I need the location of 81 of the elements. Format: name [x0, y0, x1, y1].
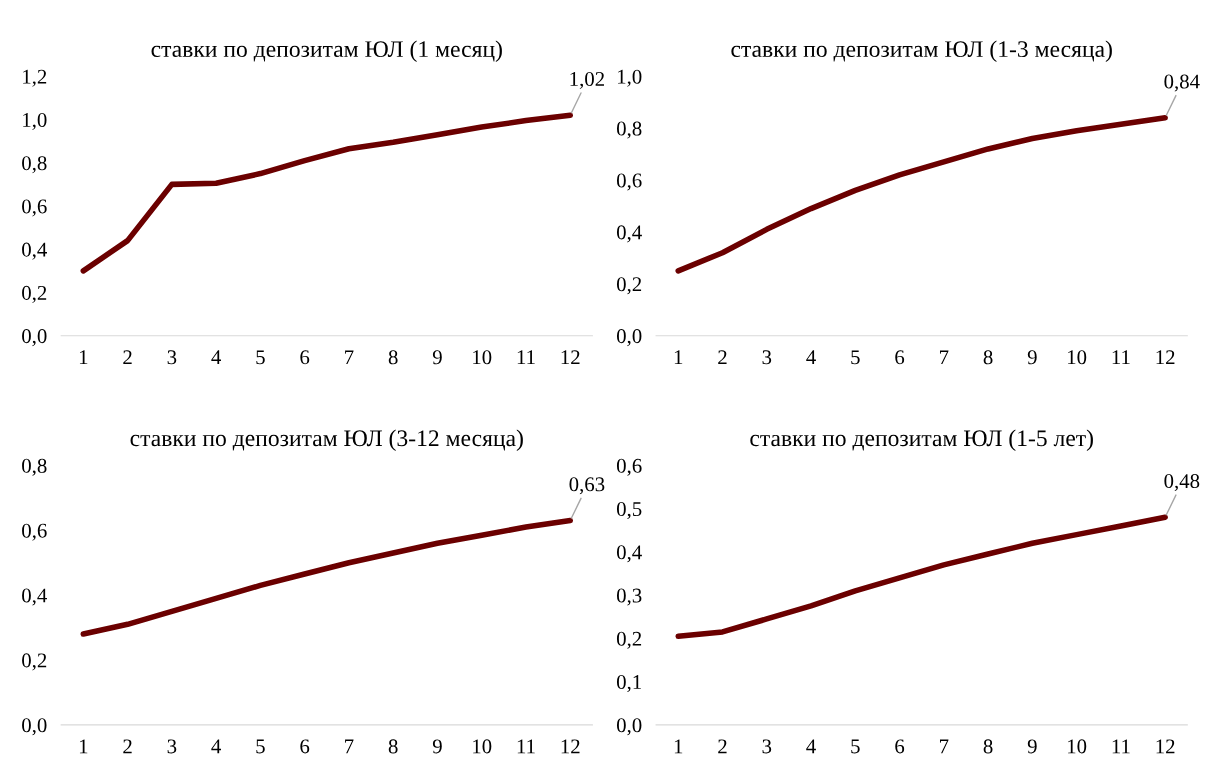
x-tick-label: 4 — [211, 350, 222, 365]
x-tick-label: 6 — [895, 739, 905, 754]
x-tick-label: 1 — [79, 350, 88, 365]
y-tick-label: 0,2 — [616, 277, 642, 295]
y-tick-label: 0,8 — [616, 121, 642, 139]
x-tick-label: 11 — [517, 350, 535, 365]
y-tick-label: 0,5 — [616, 502, 642, 520]
x-tick-label: 7 — [939, 739, 949, 754]
x-tick-label: 1 — [674, 739, 683, 754]
y-tick-label: 0,8 — [22, 458, 47, 476]
x-tick-label: 12 — [561, 350, 580, 365]
y-tick-label: 0,2 — [616, 631, 642, 649]
y-tick-label: 0,6 — [616, 173, 642, 191]
y-tick-label: 1,0 — [618, 69, 642, 87]
x-tick-label: 4 — [806, 350, 816, 365]
x-tick-label: 12 — [1156, 350, 1175, 365]
x-tick-label: 6 — [895, 350, 905, 365]
x-tick-label: 10 — [1068, 350, 1087, 365]
x-tick-label: 10 — [473, 739, 492, 754]
chart-title: ставки по депозитам ЮЛ (1-5 лет) — [750, 429, 1093, 452]
y-tick-label: 0,0 — [616, 329, 642, 347]
y-tick-label: 0,8 — [22, 156, 47, 174]
x-tick-label: 4 — [806, 739, 816, 754]
x-tick-label: 7 — [345, 739, 354, 754]
x-tick-label: 12 — [561, 739, 580, 754]
y-tick-label: 1,0 — [23, 112, 47, 130]
x-tick-label: 1 — [79, 739, 88, 754]
x-tick-label: 3 — [167, 350, 177, 365]
chart-title: ставки по депозитам ЮЛ (3-12 месяца) — [130, 429, 523, 452]
x-tick-label: 8 — [983, 350, 993, 365]
y-tick-label: 0,0 — [22, 329, 47, 347]
y-tick-label: 0,4 — [22, 242, 47, 260]
y-tick-label: 0,0 — [22, 718, 47, 736]
x-tick-label: 11 — [1112, 350, 1130, 365]
x-tick-label: 1 — [674, 350, 683, 365]
x-tick-label: 9 — [1027, 350, 1037, 365]
x-tick-label: 9 — [432, 739, 442, 754]
x-tick-label: 9 — [432, 350, 442, 365]
y-tick-label: 0,1 — [616, 674, 641, 693]
x-tick-label: 6 — [300, 350, 310, 365]
y-tick-label: 0,0 — [616, 718, 642, 736]
x-tick-label: 8 — [983, 739, 993, 754]
x-tick-label: 8 — [388, 739, 398, 754]
y-tick-label: 0,6 — [22, 523, 47, 541]
x-tick-label: 10 — [1068, 739, 1087, 754]
x-tick-label: 2 — [123, 350, 132, 365]
x-tick-label: 8 — [388, 350, 398, 365]
y-tick-label: 0,4 — [616, 225, 642, 243]
x-tick-label: 4 — [211, 739, 222, 754]
y-tick-label: 0,4 — [616, 545, 642, 563]
x-tick-label: 5 — [851, 350, 860, 365]
data-label: 0,63 — [569, 477, 605, 495]
y-tick-label: 1,2 — [23, 69, 47, 87]
x-tick-label: 3 — [762, 350, 772, 365]
y-tick-label: 0,2 — [22, 285, 47, 303]
data-label: 0,48 — [1164, 474, 1200, 492]
data-label: 0,84 — [1164, 74, 1200, 92]
chart-title: ставки по депозитам ЮЛ (1 месяц) — [151, 40, 502, 62]
y-tick-label: 0,6 — [22, 199, 47, 217]
x-tick-label: 11 — [517, 739, 535, 754]
x-tick-label: 7 — [939, 350, 949, 365]
x-tick-label: 3 — [762, 739, 772, 754]
x-tick-label: 5 — [256, 350, 265, 365]
y-tick-label: 0,6 — [616, 458, 642, 476]
x-tick-label: 5 — [851, 739, 860, 754]
y-tick-label: 0,2 — [22, 653, 47, 671]
x-tick-label: 6 — [300, 739, 310, 754]
data-label: 1,02 — [570, 71, 604, 89]
x-tick-label: 7 — [345, 350, 354, 365]
x-tick-label: 2 — [123, 739, 132, 754]
x-tick-label: 11 — [1112, 739, 1130, 754]
chart-title: ставки по депозитам ЮЛ (1-3 месяца) — [731, 40, 1112, 62]
x-tick-label: 9 — [1027, 739, 1037, 754]
x-tick-label: 2 — [718, 739, 727, 754]
x-tick-label: 5 — [256, 739, 265, 754]
y-tick-label: 0,3 — [616, 588, 642, 606]
x-tick-label: 2 — [718, 350, 727, 365]
x-tick-label: 12 — [1156, 739, 1175, 754]
x-tick-label: 10 — [473, 350, 492, 365]
x-tick-label: 3 — [167, 739, 177, 754]
y-tick-label: 0,4 — [22, 588, 47, 606]
